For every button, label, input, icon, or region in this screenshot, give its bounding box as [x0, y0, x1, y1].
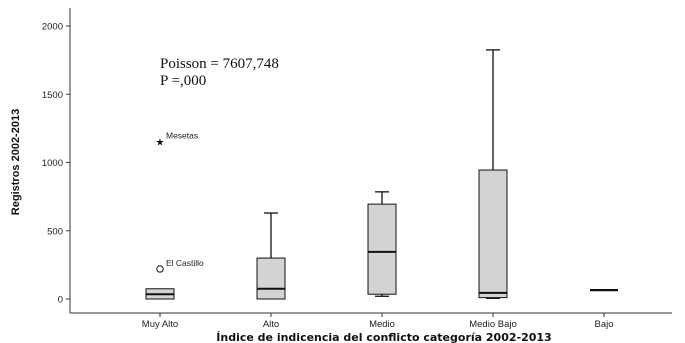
- outlier-label: Mesetas: [166, 130, 198, 140]
- y-tick-label: 1000: [42, 158, 63, 169]
- box-iqr: [478, 169, 508, 299]
- circle-marker: [156, 265, 164, 273]
- y-tick-label: 2000: [42, 22, 63, 33]
- y-axis-label: Registros 2002-2013: [10, 109, 22, 215]
- y-tick-label: 1500: [42, 90, 63, 101]
- outlier-el-castillo: El Castillo: [156, 258, 204, 273]
- outlier-label: El Castillo: [166, 258, 204, 268]
- box-iqr: [367, 203, 397, 295]
- y-tick-label: 0: [58, 295, 63, 306]
- x-tick-label: Medio: [369, 319, 395, 330]
- box-medio: [367, 191, 397, 297]
- boxes: [145, 49, 618, 300]
- x-tick-label: Muy Alto: [142, 319, 178, 330]
- star-marker: ★: [156, 137, 165, 148]
- box-medio-bajo: [478, 49, 508, 299]
- y-tick-label: 500: [47, 226, 63, 237]
- box-muy-alto: [145, 288, 175, 300]
- x-axis-label: Índice de indicencia del conflicto categ…: [216, 331, 551, 343]
- p-value-annotation: P =,000: [160, 73, 206, 89]
- box-alto: [256, 212, 286, 300]
- labels: Poisson = 7607,748 P =,000 Índice de ind…: [10, 56, 552, 343]
- x-tick-label: Medio Bajo: [469, 319, 517, 330]
- outliers: ★Mesetas El Castillo: [156, 130, 204, 273]
- box-iqr: [256, 257, 286, 300]
- x-tick-label: Alto: [263, 319, 279, 330]
- poisson-annotation: Poisson = 7607,748: [160, 56, 279, 72]
- axes: 0 500 1000 1500 2000 Muy Alto Alto Medio Medio B…: [42, 8, 672, 330]
- x-tick-label: Bajo: [594, 319, 613, 330]
- outlier-mesetas: ★Mesetas: [156, 130, 199, 148]
